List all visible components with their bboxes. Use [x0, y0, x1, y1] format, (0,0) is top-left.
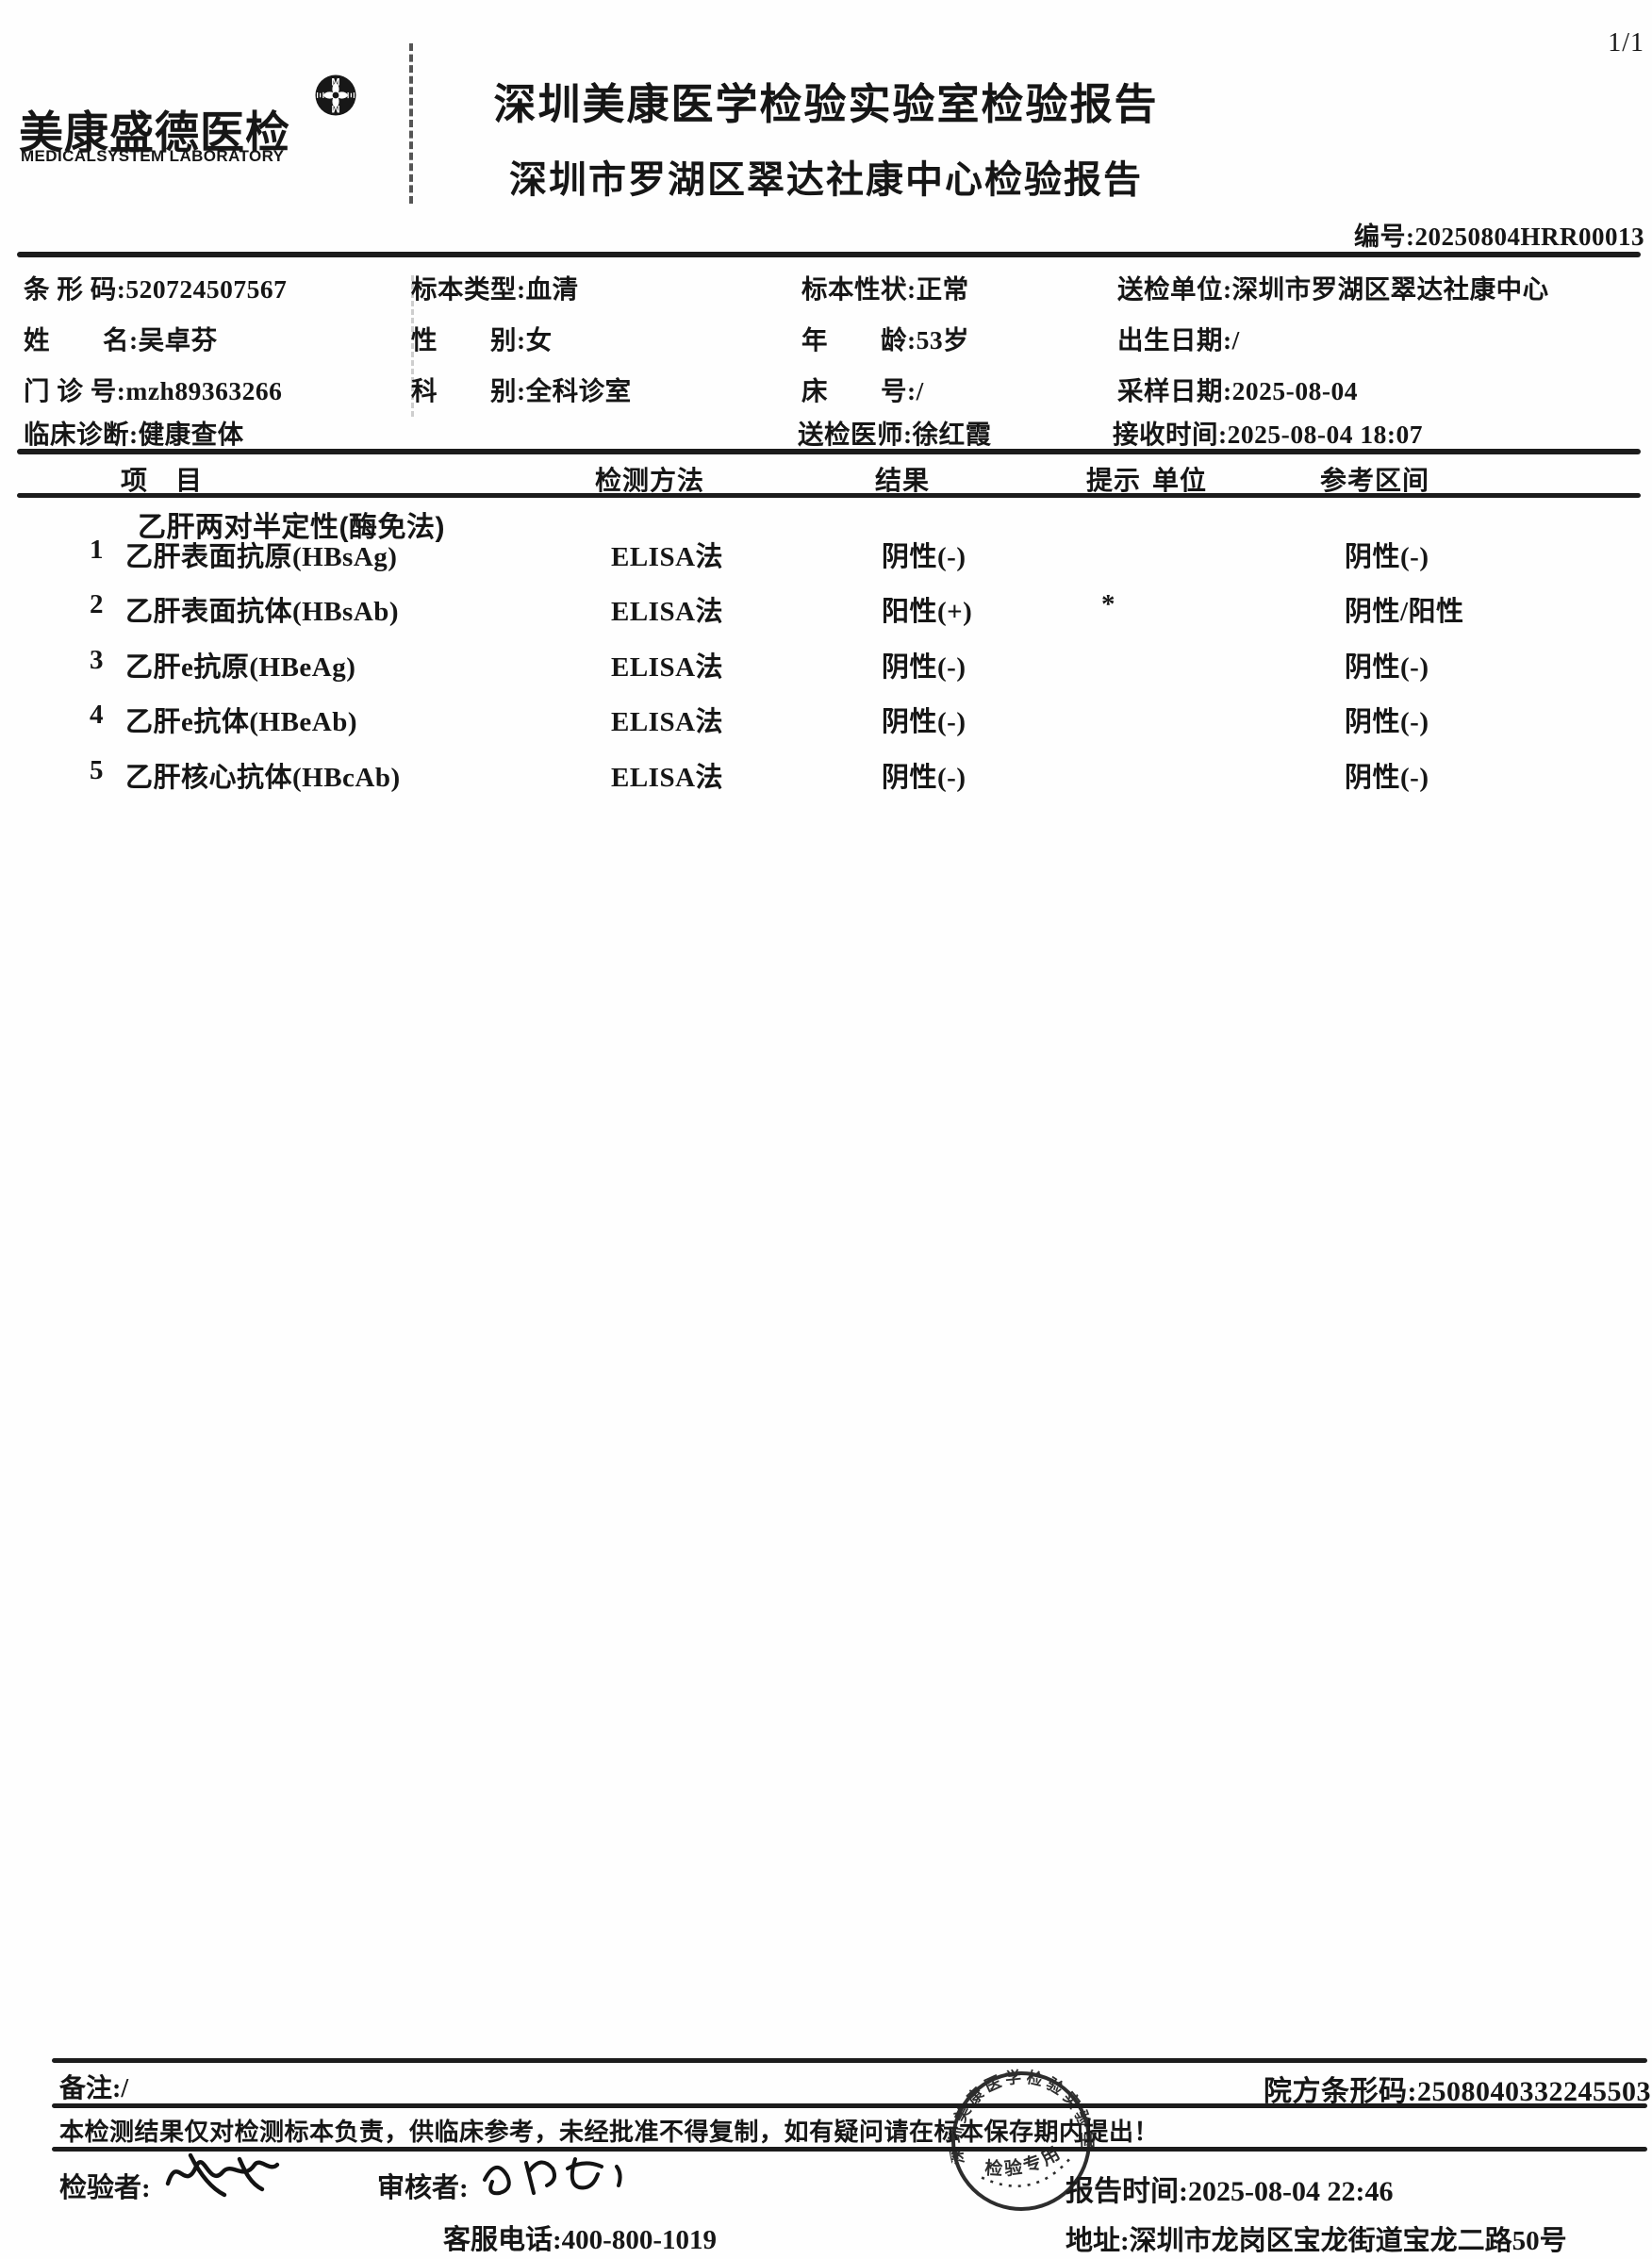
- result-value: 阴性(-): [882, 652, 966, 683]
- divider: [52, 2103, 1647, 2108]
- info-department: 科 别:全科诊室: [411, 376, 632, 405]
- hospital-barcode: 院方条形码:25080403322455033: [1264, 2076, 1652, 2107]
- result-method: ELISA法: [611, 652, 724, 683]
- result-reference: 阴性(-): [1345, 707, 1429, 737]
- result-value: 阴性(-): [882, 763, 966, 793]
- result-value: 阴性(-): [882, 542, 966, 572]
- info-sex: 性 别:女: [411, 325, 553, 355]
- result-reference: 阴性(-): [1345, 763, 1429, 793]
- info-bed-no: 床 号:/: [801, 376, 924, 405]
- result-flag: *: [1101, 589, 1115, 619]
- svg-text:Ξ: Ξ: [345, 91, 356, 98]
- info-row: 姓 名:吴卓芬 性 别:女 年 龄:53岁 出生日期:/: [0, 319, 1652, 355]
- reviewer-signature: [483, 2157, 622, 2196]
- divider: [17, 493, 1641, 498]
- result-method: ELISA法: [611, 542, 724, 572]
- svg-text:M: M: [331, 77, 339, 89]
- lab-address: 地址:深圳市龙岗区宝龙街道宝龙二路50号: [1066, 2226, 1567, 2256]
- result-item: 乙肝表面抗体(HBsAb): [125, 597, 400, 627]
- test-group-title: 乙肝两对半定性(酶免法): [138, 512, 445, 543]
- service-phone: 客服电话:400-800-1019: [443, 2225, 717, 2255]
- table-row: 3 乙肝e抗原(HBeAg) ELISA法 阴性(-) 阴性(-): [0, 645, 1652, 683]
- info-specimen-type: 标本类型:血清: [411, 274, 579, 304]
- tester-label: 检验者:: [59, 2173, 151, 2203]
- info-outpatient-no: 门 诊 号:mzh89363266: [24, 376, 283, 405]
- table-row: 1 乙肝表面抗原(HBsAg) ELISA法 阴性(-) 阴性(-): [0, 535, 1652, 572]
- remark: 备注:/: [59, 2074, 129, 2103]
- col-header-reference: 参考区间: [1320, 467, 1430, 496]
- info-clinical-diagnosis: 临床诊断:健康查体: [24, 420, 244, 449]
- result-reference: 阴性(-): [1345, 542, 1429, 572]
- info-row: 临床诊断:健康查体 送检医师:徐红霞 接收时间:2025-08-04 18:07: [0, 413, 1652, 449]
- result-method: ELISA法: [611, 707, 724, 737]
- result-item: 乙肝表面抗原(HBsAg): [125, 542, 398, 572]
- reviewer-label: 审核者:: [377, 2173, 469, 2203]
- info-submitting-doctor: 送检医师:徐红霞: [798, 420, 992, 449]
- info-row: 门 诊 号:mzh89363266 科 别:全科诊室 床 号:/ 采样日期:20…: [0, 370, 1652, 405]
- disclaimer-text: 本检测结果仅对检测标本负责，供临床参考，未经批准不得复制，如有疑问请在标本保存期…: [59, 2118, 1160, 2146]
- result-no: 1: [90, 535, 104, 565]
- divider: [17, 252, 1641, 257]
- results-header-row: 项 目 检测方法 结果 提示 单位 参考区间: [0, 460, 1652, 496]
- report-number: 编号:20250804HRR00013: [1354, 223, 1644, 251]
- svg-text:Ξ: Ξ: [316, 91, 327, 98]
- lab-logo-subtext: MEDICALSYSTEM LABORATORY: [21, 147, 285, 165]
- scan-fold-mark: [409, 43, 413, 204]
- table-row: 2 乙肝表面抗体(HBsAb) ELISA法 阳性(+) * 阴性/阳性: [0, 589, 1652, 627]
- inspection-seal-stamp: 深圳美康医学检验实验室 检验专用章: [935, 2055, 1101, 2211]
- col-header-unit: 单位: [1152, 467, 1208, 496]
- result-item: 乙肝e抗原(HBeAg): [125, 652, 356, 683]
- result-no: 5: [90, 755, 104, 785]
- result-item: 乙肝e抗体(HBeAb): [125, 707, 358, 737]
- info-age: 年 龄:53岁: [801, 325, 970, 355]
- result-method: ELISA法: [611, 597, 724, 627]
- result-reference: 阴性(-): [1345, 652, 1429, 683]
- divider: [52, 2147, 1647, 2152]
- svg-text:M: M: [331, 103, 339, 114]
- result-reference: 阴性/阳性: [1345, 597, 1464, 627]
- result-value: 阳性(+): [882, 597, 973, 627]
- tester-signature: [165, 2152, 280, 2198]
- report-title-main: 深圳美康医学检验实验室检验报告: [493, 80, 1159, 128]
- info-barcode: 条 形 码:520724507567: [24, 274, 288, 304]
- info-patient-name: 姓 名:吴卓芬: [24, 325, 218, 355]
- info-client-unit: 送检单位:深圳市罗湖区翠达社康中心: [1117, 274, 1549, 304]
- lab-logo-text: 美康盛德医检: [19, 107, 290, 157]
- col-header-item: 项 目: [121, 467, 204, 496]
- col-header-result: 结果: [875, 467, 931, 496]
- page-number: 1/1: [1608, 28, 1644, 58]
- info-specimen-status: 标本性状:正常: [801, 274, 969, 304]
- divider: [17, 449, 1641, 454]
- info-receive-time: 接收时间:2025-08-04 18:07: [1113, 420, 1424, 449]
- scan-fold-mark: [411, 275, 414, 417]
- report-time: 报告时间:2025-08-04 22:46: [1066, 2176, 1394, 2207]
- result-method: ELISA法: [611, 763, 724, 793]
- result-no: 4: [90, 700, 104, 730]
- report-title-sub: 深圳市罗湖区翠达社康中心检验报告: [509, 159, 1143, 201]
- logo-badge-icon: M M Ξ Ξ: [315, 74, 356, 116]
- result-no: 3: [90, 645, 104, 675]
- result-item: 乙肝核心抗体(HBcAb): [125, 763, 401, 793]
- col-header-method: 检测方法: [595, 467, 705, 496]
- col-header-flag: 提示: [1086, 467, 1142, 496]
- table-row: 4 乙肝e抗体(HBeAb) ELISA法 阴性(-) 阴性(-): [0, 700, 1652, 737]
- result-no: 2: [90, 589, 104, 619]
- info-sample-date: 采样日期:2025-08-04: [1117, 376, 1358, 405]
- table-row: 5 乙肝核心抗体(HBcAb) ELISA法 阴性(-) 阴性(-): [0, 755, 1652, 793]
- info-row: 条 形 码:520724507567 标本类型:血清 标本性状:正常 送检单位:…: [0, 268, 1652, 304]
- divider: [52, 2058, 1647, 2063]
- info-birth-date: 出生日期:/: [1117, 325, 1240, 355]
- result-value: 阴性(-): [882, 707, 966, 737]
